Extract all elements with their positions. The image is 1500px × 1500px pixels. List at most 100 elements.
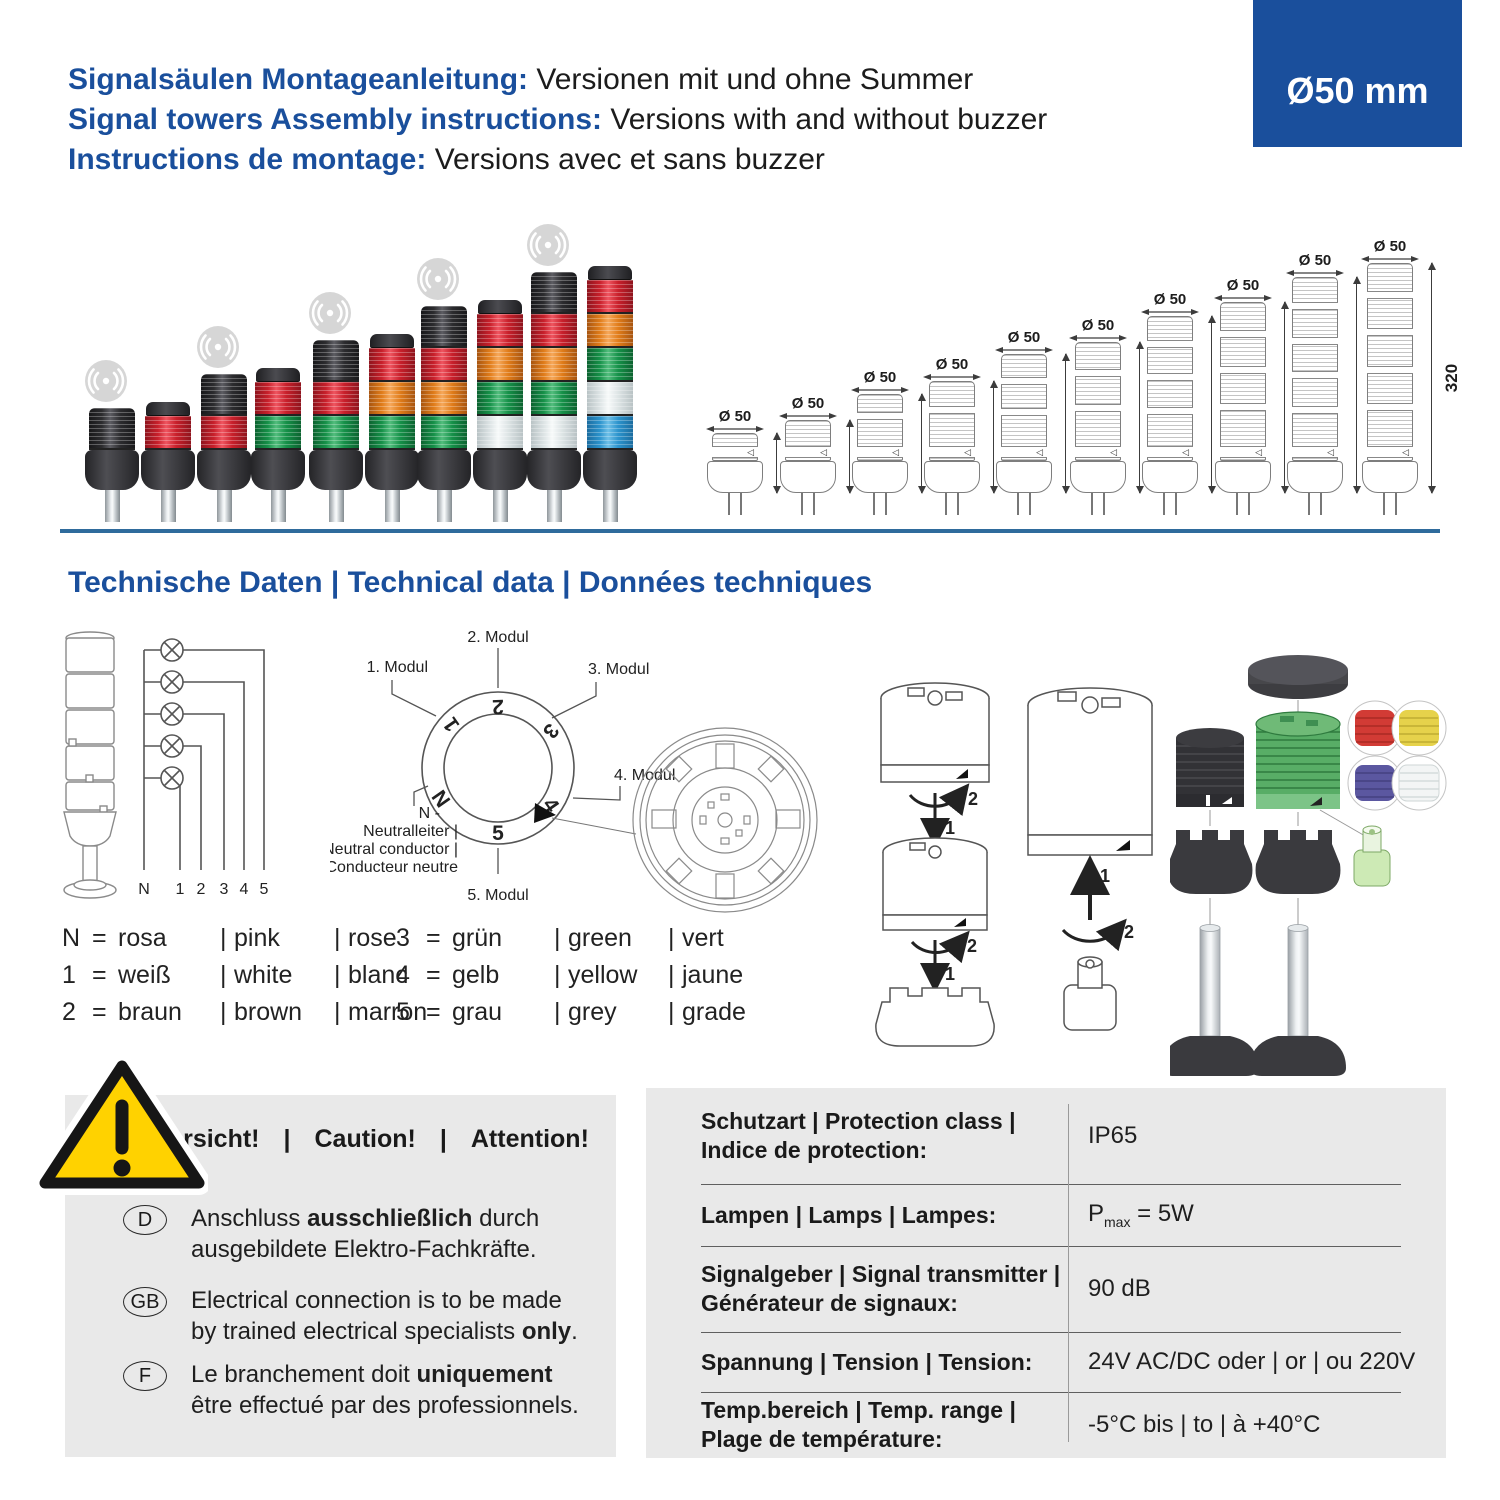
legend-en: green <box>568 924 632 952</box>
tower-base <box>251 450 305 490</box>
height-dim-line: 320 <box>1426 262 1461 494</box>
marker-band: ◁ <box>712 446 758 458</box>
module-joint <box>1220 330 1266 338</box>
mounting-pole <box>160 490 176 522</box>
green-module <box>1255 711 1341 809</box>
cable-stubs <box>1157 493 1183 515</box>
diameter-dim-label: Ø 50 <box>1081 317 1115 334</box>
diameter-dim-label: Ø 50 <box>718 408 752 425</box>
module-clear <box>531 416 577 450</box>
base-claw-drawing <box>875 987 995 1047</box>
cable-stubs <box>795 493 821 515</box>
diameter-dim-label: Ø 50 <box>1373 238 1407 255</box>
base-claws <box>1170 830 1341 894</box>
legend-equals: = <box>92 961 107 989</box>
spec-value: 24V AC/DC oder | or | ou 220V <box>1088 1348 1416 1375</box>
dimension-drawing: Ø 50 ◁ 320 <box>1359 238 1461 515</box>
spec-row: Spannung | Tension | Tension: 24V AC/DC o… <box>646 1332 1446 1392</box>
terminal-label: 1 <box>176 881 185 898</box>
ring-labels: 1. Modul 2. Modul 3. Modul 4. Modul 5. M… <box>330 629 675 904</box>
spec-row: Schutzart | Protection class | Indice de … <box>646 1088 1446 1184</box>
warning-item-f: F Le branchement doit uniquement être eff… <box>123 1359 581 1421</box>
dimension-drawing: Ø 50 ◁ 102 <box>777 396 879 515</box>
height-dim-value: 320 <box>1441 363 1461 393</box>
marker-band: ◁ <box>857 446 903 458</box>
buzzer-sound-icon <box>197 326 239 368</box>
neutral-label: Neutral conductor | <box>330 841 458 858</box>
module-joint <box>1367 291 1413 299</box>
signal-tower <box>196 326 252 522</box>
pipe-separator: | <box>668 998 675 1026</box>
signal-tower <box>416 258 472 522</box>
terminal-label: 3 <box>220 881 229 898</box>
tower-base-outline <box>707 461 763 493</box>
tower-outline-drawing <box>63 631 117 899</box>
legend-de: gelb <box>452 961 500 989</box>
mounting-pole <box>328 490 344 522</box>
black-buzzer-module <box>1176 728 1244 807</box>
legend-equals: = <box>426 924 441 952</box>
module-orange <box>369 382 415 416</box>
pipe-separator: | <box>668 924 675 952</box>
pipe-separator: | <box>220 961 227 989</box>
legend-equals: = <box>92 924 107 952</box>
legend-fr: jaune <box>682 961 744 989</box>
signal-tower <box>364 334 420 522</box>
pipe-separator: | <box>554 961 561 989</box>
product-photo <box>60 224 680 522</box>
pipe-separator: | <box>554 998 561 1026</box>
connector-tabs <box>651 743 801 899</box>
lamp-symbol <box>160 734 184 758</box>
connector-base-drawing <box>632 727 818 913</box>
mounting-pole <box>104 490 120 522</box>
dimension-drawings: Ø 50◁84Ø 50◁102Ø 50◁138Ø 50◁156Ø 50◁193Ø… <box>690 230 1480 515</box>
tower-body-outline: ◁ <box>929 381 975 461</box>
ring-label: 3. Modul <box>588 661 649 678</box>
legend-fr: vert <box>682 924 724 952</box>
large-module-drawing <box>1027 687 1153 856</box>
cap-disc <box>1248 655 1348 699</box>
module-joint <box>1367 366 1413 374</box>
lens-red <box>1347 700 1403 756</box>
pipe-separator: | <box>334 924 341 952</box>
signal-tower <box>140 402 196 522</box>
tower-body-outline: ◁ <box>1001 354 1047 461</box>
dimension-drawing: Ø 50 ◁ 138 <box>849 370 951 515</box>
module-green <box>587 348 633 382</box>
buzzer-sound-icon <box>85 360 127 402</box>
pipe-separator: | <box>334 961 341 989</box>
pipe-separator: | <box>334 998 341 1026</box>
tower-base <box>365 450 419 490</box>
marker-band: ◁ <box>1147 446 1193 458</box>
module-joint <box>1075 404 1121 412</box>
legend-de: grün <box>452 924 503 952</box>
module-red <box>531 314 577 348</box>
height-dim-line: 246 <box>1206 315 1241 494</box>
cable-stubs <box>1085 493 1111 515</box>
spec-value: 90 dB <box>1088 1275 1151 1302</box>
spec-label: Signalgeber | Signal transmitter | Généra… <box>701 1261 1061 1316</box>
pipe-separator: | <box>439 1125 447 1153</box>
step-label: 2 <box>967 936 977 956</box>
diameter-dim-arrow <box>706 426 764 432</box>
lens-purple <box>1347 755 1403 811</box>
module-buzzer <box>313 340 359 382</box>
module-blue <box>587 416 633 450</box>
module-red <box>313 382 359 416</box>
module-red <box>145 416 191 450</box>
module-red <box>421 348 467 382</box>
tower-base <box>527 450 581 490</box>
module-cap <box>256 368 300 382</box>
module-joint <box>1147 340 1193 348</box>
tower-base <box>309 450 363 490</box>
signal-tower <box>472 300 528 522</box>
warning-triangle-icon <box>36 1054 208 1195</box>
mounting-poles <box>1170 924 1346 1076</box>
tower-body-outline: ◁ <box>1147 316 1193 461</box>
height-dim-line: 265 <box>1279 301 1314 494</box>
ring-digit: 5 <box>492 822 504 845</box>
terminal-label: 4 <box>240 881 249 898</box>
height-dim-line: 193 <box>1060 353 1095 494</box>
signal-tower <box>250 368 306 522</box>
